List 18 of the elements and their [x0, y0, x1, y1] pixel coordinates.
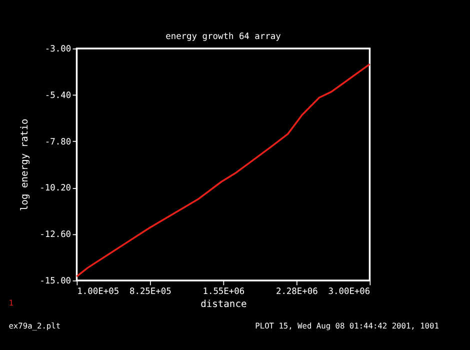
y-tick-label: -3.00 — [44, 44, 72, 55]
line-series — [76, 63, 371, 278]
y-tick-label: -15.00 — [40, 276, 72, 287]
x-tick-label: 8.25E+05 — [129, 286, 172, 297]
x-tick-label: 3.00E+06 — [328, 286, 370, 297]
y-tick-label: -7.80 — [44, 137, 72, 148]
text: ex79a_2.plt — [8, 321, 61, 330]
text: PLOT 15, Wed Aug 08 01:44:42 2001, 1001 — [255, 321, 440, 330]
chart-title: energy growth 64 array — [166, 32, 281, 42]
x-tick-label: 1.00E+05 — [77, 286, 120, 297]
y-axis-title: log energy ratio — [19, 118, 30, 212]
x-tick-label: 1.55E+06 — [202, 286, 245, 297]
x-tick-label: 2.28E+06 — [276, 286, 318, 297]
y-tick-label: -5.40 — [44, 90, 72, 101]
text: 1 — [8, 298, 14, 308]
y-tick-label: -12.60 — [40, 230, 72, 240]
x-axis-title: distance — [200, 299, 247, 310]
y-tick-label: -10.20 — [40, 184, 72, 194]
